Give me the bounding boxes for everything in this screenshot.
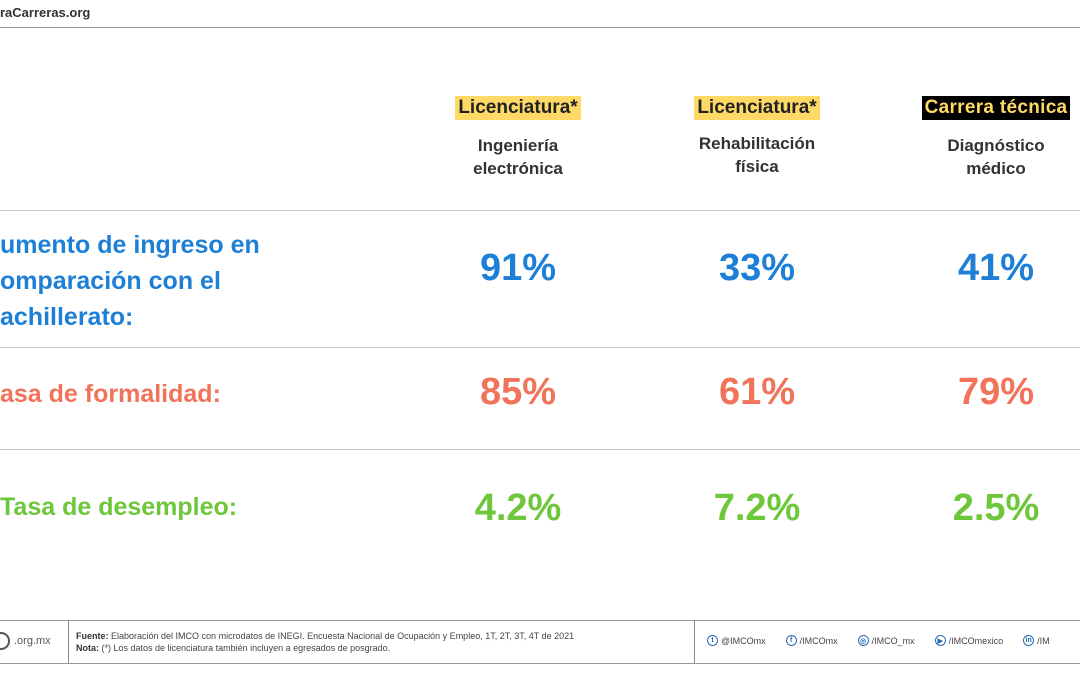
source-text: Elaboración del IMCO con microdatos de I… [111, 631, 575, 641]
social-handle: @IMCOmx [721, 635, 766, 646]
social-handle: /IM [1037, 635, 1050, 646]
column-header-diagnostico-medico: Carrera técnica Diagnóstico médico [876, 96, 1080, 180]
income-increase-value: 41% [957, 247, 1035, 289]
career-name: Ingeniería electrónica [398, 134, 638, 180]
social-link-twitter[interactable]: t @IMCOmx [707, 635, 766, 646]
logo-text: .org.mx [14, 635, 51, 647]
row-label-line: asa de formalidad: [0, 380, 221, 408]
row-divider [0, 210, 1080, 211]
social-handle: /IMCOmx [799, 635, 838, 646]
row-label-formality-rate: asa de formalidad: [0, 376, 221, 412]
footer-bottom-divider [0, 663, 1080, 664]
facebook-icon: f [785, 635, 797, 646]
career-name: Diagnóstico médico [876, 134, 1080, 180]
twitter-icon: t [707, 635, 718, 646]
social-handle: /IMCOmexico [948, 635, 1004, 646]
career-name-line: Ingeniería [477, 136, 559, 155]
social-link-instagram[interactable]: ◎ /IMCO_mx [857, 635, 915, 646]
row-divider [0, 347, 1080, 348]
footer: .org.mx Fuente: Elaboración del IMCO con… [0, 620, 1080, 663]
career-name: Rehabilitación física [637, 132, 877, 178]
note-text: (*) Los datos de licenciatura también in… [101, 643, 391, 653]
career-name-line: médico [966, 159, 1026, 178]
footer-top-divider [0, 620, 1080, 621]
social-link-facebook[interactable]: f /IMCOmx [785, 635, 838, 646]
row-label-line: umento de ingreso en [0, 231, 260, 259]
footer-divider [68, 620, 69, 663]
row-label-line: Tasa de desempleo: [0, 493, 238, 521]
youtube-icon: ▶ [934, 635, 946, 646]
degree-badge: Licenciatura* [694, 96, 820, 120]
source-label: Fuente: [76, 631, 109, 641]
column-header-ingenieria-electronica: Licenciatura* Ingeniería electrónica [398, 96, 638, 180]
top-divider [0, 27, 1080, 28]
unemployment-rate-value: 4.2% [474, 487, 562, 529]
imco-logo[interactable]: .org.mx [0, 627, 66, 655]
social-link-linkedin[interactable]: in /IM [1023, 635, 1050, 646]
source-note: Fuente: Elaboración del IMCO con microda… [76, 630, 574, 654]
instagram-icon: ◎ [857, 635, 869, 646]
site-url[interactable]: raCarreras.org [0, 5, 91, 20]
unemployment-rate-value: 2.5% [952, 487, 1040, 529]
row-label-unemployment-rate: Tasa de desempleo: [0, 489, 237, 525]
row-label-income-increase: umento de ingreso en omparación con el a… [0, 227, 260, 335]
logo-icon [0, 632, 10, 650]
social-links: t @IMCOmx f /IMCOmx ◎ /IMCO_mx ▶ /IMCOme… [707, 635, 1070, 646]
income-increase-value: 91% [479, 247, 557, 289]
social-link-youtube[interactable]: ▶ /IMCOmexico [934, 635, 1004, 646]
note-label: Nota: [76, 643, 99, 653]
career-name-line: electrónica [473, 159, 563, 178]
career-name-line: Rehabilitación [698, 134, 816, 153]
footer-divider [694, 620, 695, 663]
social-handle: /IMCO_mx [871, 635, 915, 646]
formality-rate-value: 61% [718, 371, 796, 413]
career-name-line: física [735, 157, 779, 176]
career-name-line: Diagnóstico [947, 136, 1045, 155]
column-header-rehabilitacion-fisica: Licenciatura* Rehabilitación física [637, 96, 877, 178]
row-divider [0, 449, 1080, 450]
row-label-line: omparación con el [0, 267, 221, 295]
unemployment-rate-value: 7.2% [713, 487, 801, 529]
degree-badge: Carrera técnica [921, 96, 1071, 120]
formality-rate-value: 85% [479, 371, 557, 413]
income-increase-value: 33% [718, 247, 796, 289]
formality-rate-value: 79% [957, 371, 1035, 413]
degree-badge: Licenciatura* [455, 96, 581, 120]
linkedin-icon: in [1023, 635, 1035, 646]
row-label-line: achillerato: [0, 303, 134, 331]
